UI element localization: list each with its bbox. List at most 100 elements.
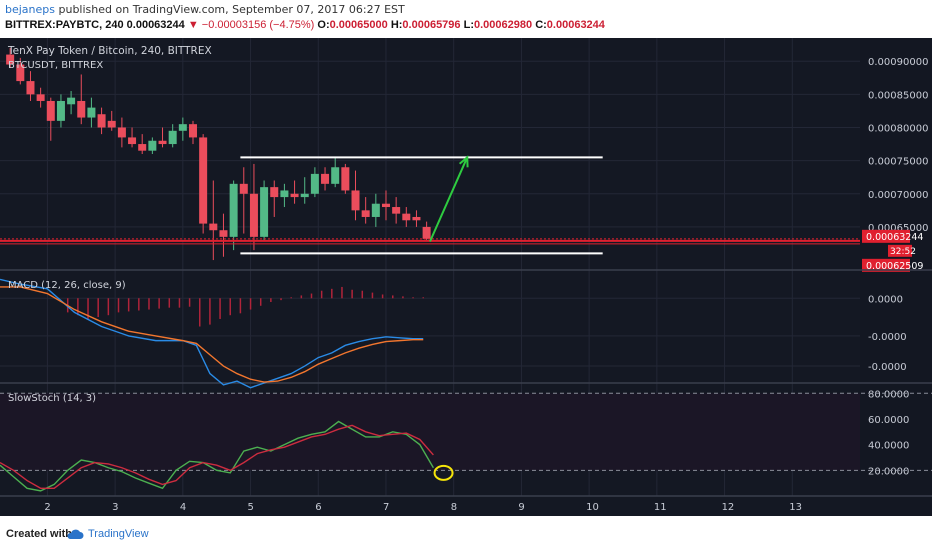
candle-body [16,64,25,82]
close-label: C: [535,19,547,31]
low-value: 0.00062980 [474,19,533,31]
time-tick-label: 5 [248,502,254,513]
candle-body [188,124,197,138]
high-value: 0.00065796 [402,19,461,31]
price-tick-label: 0.00070000 [868,190,928,201]
low-price-badge-text: 0.00062509 [866,261,923,272]
last-price-badge [862,229,910,243]
price-tick-label: 0.00090000 [868,57,928,68]
stoch-band [0,393,860,471]
candle-body [6,54,15,65]
candle-body [128,137,137,145]
macd-tick-label: 0.0000 [868,294,903,305]
macd-title: MACD (12, 26, close, 9) [8,280,126,291]
macd-tick-label: -0.0000 [868,332,907,343]
candle-body [36,94,45,101]
candle-body [392,207,401,214]
publish-line: bejaneps published on TradingView.com, S… [5,3,405,16]
candle-body [300,193,309,198]
price-tick-label: 0.00065000 [868,223,928,234]
close-value: 0.00063244 [546,19,605,31]
candle-body [87,107,96,118]
symbol-label: BITTREX:PAYBTC, 240 [5,19,124,31]
macd-line [0,278,424,389]
stoch-k-line [0,420,434,492]
price-axis-background [860,38,932,516]
tradingview-logo-text[interactable]: TradingView [88,528,149,540]
candle-body [260,187,269,237]
time-tick-label: 7 [383,502,389,513]
time-tick-label: 9 [518,502,524,513]
price-tick-label: 0.00085000 [868,90,928,101]
stoch-title: SlowStoch (14, 3) [8,393,96,404]
candle-body [381,203,390,208]
symbol-line: BITTREX:PAYBTC, 240 0.00063244 ▼ −0.0000… [5,19,605,31]
candle-body [67,97,76,105]
publish-text: published on TradingView.com, September … [58,3,405,16]
candle-body [97,114,106,128]
candle-body [229,183,238,237]
candle-body [219,230,228,237]
time-tick-label: 10 [586,502,599,513]
price-tick-label: 0.00080000 [868,123,928,134]
candle-body [158,140,167,145]
stoch-tick-label: 40.0000 [868,441,909,452]
candle-body [209,223,218,231]
candle-body [168,130,177,145]
candle-body [331,167,340,184]
time-tick-label: 3 [112,502,118,513]
created-with-text: Created with [6,528,73,540]
candle-body [26,81,35,95]
overlay-symbol-label: BTCUSDT, BITTREX [8,60,103,71]
low-price-badge [862,258,910,272]
candle-body [361,210,370,217]
low-label: L: [463,19,474,31]
countdown-badge-text: 32:52 [890,247,916,257]
open-label: O: [317,19,330,31]
last-price: 0.00063244 [126,19,185,31]
candle-body [77,100,86,118]
chart-header: bejaneps published on TradingView.com, S… [0,0,932,38]
high-label: H: [390,19,403,31]
candle-body [351,190,360,211]
candle-body [341,167,350,191]
candle-body [178,124,187,131]
footer: Created with TradingView [0,516,932,550]
candle-body [239,183,248,194]
price-tick-label: 0.00075000 [868,157,928,168]
signal-line [0,286,424,383]
tradingview-cloud-icon [67,529,84,539]
macd-tick-label: -0.0000 [868,362,907,373]
oversold-circle-annotation [433,464,454,481]
candle-body [117,127,126,138]
candle-body [46,100,55,121]
open-value: 0.00065000 [329,19,388,31]
main-chart-title: TenX Pay Token / Bitcoin, 240, BITTREX [7,45,212,57]
time-tick-label: 12 [722,502,735,513]
candle-body [402,213,411,221]
stoch-tick-label: 20.0000 [868,466,909,477]
time-tick-label: 4 [180,502,186,513]
candle-body [138,144,147,151]
candle-body [56,100,65,121]
candle-body [280,190,289,198]
candle-body [371,203,380,217]
candle-body [249,193,258,237]
author-link[interactable]: bejaneps [5,3,55,16]
candle-body [290,193,299,198]
stoch-tick-label: 60.0000 [868,415,909,426]
last-price-badge-text: 0.00063244 [866,232,923,243]
countdown-badge [888,244,912,257]
price-change: ▼ −0.00003156 (−4.75%) [187,19,315,31]
breakout-arrow [429,156,469,242]
stoch-tick-label: 80.0000 [868,389,909,400]
time-tick-label: 8 [451,502,457,513]
candle-body [310,173,319,194]
candle-body [148,140,157,151]
candle-body [321,173,330,184]
chart-canvas[interactable]: 0.00065000 0.00070000 0.00075000 0.00080000… [0,38,932,516]
candle-body [422,226,431,239]
chart-area[interactable]: 0.00065000 0.00070000 0.00075000 0.00080000… [0,38,932,516]
time-tick-label: 6 [315,502,321,513]
breakout-arrowhead [458,155,469,168]
